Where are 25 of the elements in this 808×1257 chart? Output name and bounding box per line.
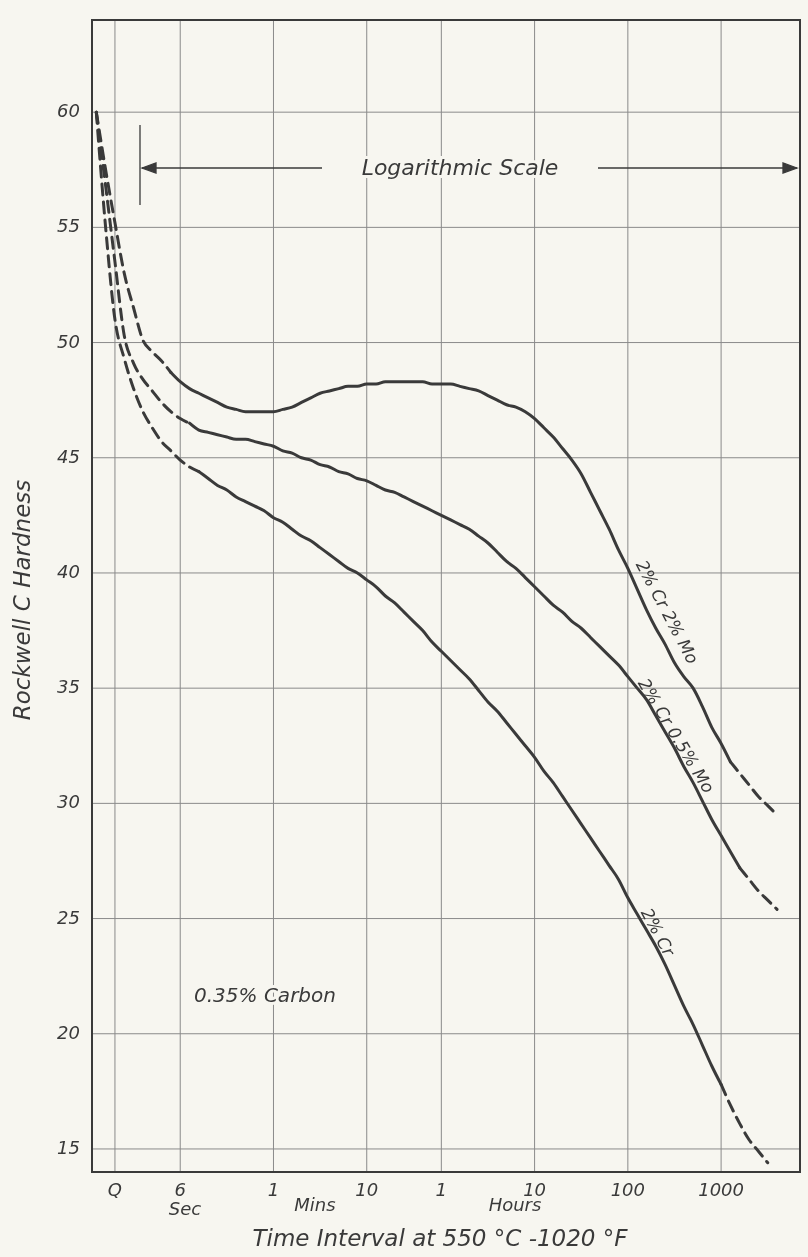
y-tick-label: 40 bbox=[57, 560, 80, 582]
y-tick-label: 35 bbox=[57, 676, 80, 698]
text: 2% Cr 2% Mo bbox=[631, 556, 703, 667]
y-tick-label: 45 bbox=[57, 445, 80, 467]
y-tick-label: 20 bbox=[57, 1021, 80, 1043]
text: Mins bbox=[294, 1194, 336, 1215]
x-axis-title: Time Interval at 550 °C -1020 °F bbox=[252, 1225, 629, 1251]
x-tick-label: Q bbox=[107, 1179, 123, 1200]
text: Sec bbox=[168, 1198, 202, 1219]
y-axis-title: Rockwell C Hardness bbox=[9, 479, 35, 721]
x-tick-label: 1000 bbox=[698, 1179, 744, 1200]
y-tick-label: 30 bbox=[57, 791, 80, 813]
x-tick-label: 6 bbox=[174, 1179, 186, 1200]
text: 2% Cr bbox=[636, 904, 680, 961]
y-tick-label: 55 bbox=[57, 215, 80, 237]
x-tick-label: 100 bbox=[610, 1179, 646, 1200]
y-tick-label: 50 bbox=[57, 330, 80, 352]
annotation: Logarithmic Scale bbox=[361, 155, 559, 180]
x-tick-label: 1 bbox=[435, 1179, 448, 1200]
y-tick-label: 15 bbox=[57, 1136, 80, 1158]
x-tick-label: 10 bbox=[355, 1179, 379, 1200]
x-tick-label: 10 bbox=[523, 1179, 547, 1200]
y-tick-label: 60 bbox=[57, 100, 80, 122]
x-tick-label: 1 bbox=[267, 1179, 280, 1200]
y-tick-label: 25 bbox=[57, 906, 80, 928]
